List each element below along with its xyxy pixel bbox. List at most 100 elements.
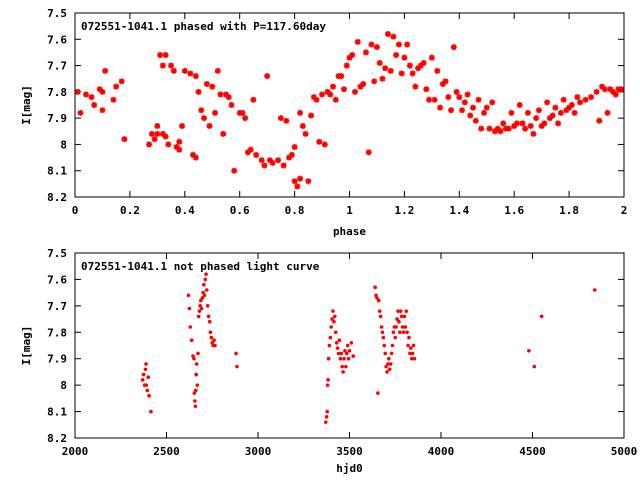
phased-data-point — [330, 83, 337, 90]
phased-data-point — [428, 54, 435, 61]
unphased-x-tick-label: 2000 — [62, 445, 89, 458]
phased-data-point — [88, 94, 95, 101]
unphased-data-point — [335, 346, 340, 350]
phased-data-point — [192, 154, 199, 161]
phased-data-point — [154, 123, 161, 130]
phased-data-point — [434, 67, 441, 74]
unphased-data-point — [401, 330, 406, 335]
phased-data-point — [390, 33, 397, 40]
unphased-data-point — [328, 335, 333, 340]
unphased-data-point — [346, 356, 351, 361]
phased-data-point — [541, 120, 548, 127]
phased-data-point — [439, 80, 446, 87]
unphased-data-point — [204, 288, 209, 292]
phased-data-point — [187, 70, 194, 77]
unphased-data-point — [199, 306, 204, 311]
unphased-data-point — [193, 388, 198, 393]
phased-data-point — [494, 125, 501, 132]
phased-data-point — [316, 138, 323, 145]
unphased-data-point — [333, 314, 337, 319]
phased-data-point — [489, 99, 496, 106]
unphased-data-point — [194, 362, 199, 366]
unphased-data-point — [379, 325, 384, 329]
unphased-data-point — [334, 341, 339, 345]
unphased-y-tick-label: 7.8 — [47, 326, 67, 339]
unphased-x-tick-label: 3000 — [245, 445, 272, 458]
unphased-x-tick-label: 2500 — [153, 445, 180, 458]
phased-data-point — [291, 144, 298, 151]
phased-data-point — [577, 99, 584, 106]
unphased-data-point — [404, 309, 409, 313]
phased-data-point — [176, 138, 183, 145]
phased-data-point — [555, 120, 562, 127]
phased-data-point — [211, 109, 218, 116]
phased-data-point — [557, 109, 564, 116]
phased-x-tick-label: 0.4 — [175, 204, 195, 217]
unphased-data-point — [347, 348, 352, 353]
unphased-data-point — [389, 351, 394, 356]
unphased-data-point — [405, 330, 409, 335]
phased-data-point — [513, 120, 520, 127]
phased-data-point — [302, 130, 309, 137]
phased-data-point — [102, 67, 109, 74]
unphased-data-point — [344, 364, 348, 369]
phased-data-point — [368, 41, 375, 48]
unphased-data-point — [387, 367, 392, 372]
unphased-x-tick-label: 3500 — [336, 445, 363, 458]
unphased-data-point — [592, 288, 597, 292]
phased-data-point — [269, 159, 276, 166]
unphased-data-point — [332, 319, 336, 324]
phased-data-point — [253, 151, 260, 158]
phased-data-point — [538, 123, 545, 130]
phased-data-point — [497, 128, 504, 135]
phased-data-point — [475, 96, 482, 103]
phased-data-point — [527, 123, 534, 130]
phased-data-point — [516, 102, 523, 108]
unphased-data-point — [140, 378, 145, 382]
unphased-data-point — [207, 319, 212, 324]
unphased-data-point — [343, 348, 347, 353]
phased-x-axis-label: phase — [333, 225, 366, 238]
phased-data-point — [417, 62, 424, 69]
unphased-data-point — [234, 351, 238, 356]
phased-data-point — [571, 109, 578, 116]
unphased-data-point — [145, 388, 150, 393]
unphased-data-point — [336, 351, 341, 356]
phased-data-point — [535, 107, 542, 114]
phased-data-point — [511, 123, 518, 130]
phased-x-tick-label: 0.2 — [120, 204, 140, 217]
unphased-data-point — [326, 378, 330, 382]
unphased-data-point — [400, 325, 405, 329]
phased-data-point — [371, 78, 378, 85]
unphased-data-point — [399, 314, 404, 319]
unphased-data-point — [194, 372, 198, 377]
phased-data-point — [508, 109, 515, 116]
unphased-data-point — [403, 325, 408, 329]
phased-data-point — [423, 86, 430, 93]
phased-data-point — [170, 67, 177, 74]
phased-data-point — [206, 123, 213, 130]
phased-y-tick-label: 8.2 — [47, 191, 67, 204]
phased-y-tick-label: 7.6 — [47, 33, 67, 46]
phased-data-point — [222, 91, 229, 98]
phased-data-point — [574, 94, 581, 101]
phased-data-point — [409, 70, 416, 77]
unphased-data-point — [325, 383, 330, 387]
phased-data-point — [299, 123, 306, 130]
phased-data-point — [168, 62, 175, 69]
phased-data-point — [401, 54, 408, 61]
unphased-data-point — [209, 335, 214, 340]
unphased-data-point — [408, 351, 412, 356]
unphased-data-point — [383, 351, 387, 356]
unphased-data-point — [324, 415, 329, 419]
unphased-data-point — [385, 370, 389, 374]
phased-data-point — [483, 104, 490, 111]
unphased-data-point — [339, 351, 344, 356]
unphased-data-point — [351, 354, 355, 358]
phased-data-point — [354, 38, 361, 45]
phased-data-point — [582, 96, 589, 103]
unphased-data-point — [235, 364, 239, 369]
unphased-data-point — [387, 356, 391, 361]
phased-y-tick-label: 8.1 — [47, 165, 67, 178]
